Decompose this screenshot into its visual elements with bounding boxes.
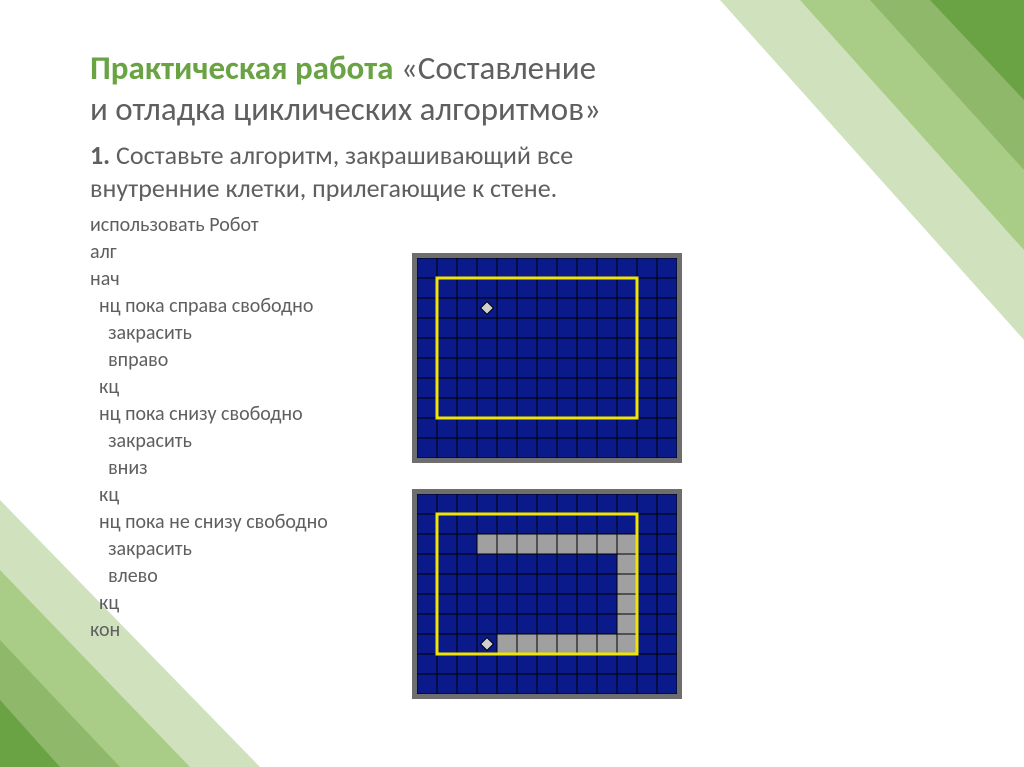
- slide-title: Практическая работа «Составление и отлад…: [90, 48, 934, 131]
- algorithm-code: использовать Робот алг нач нц пока справ…: [90, 212, 934, 644]
- task-prefix: 1.: [90, 139, 116, 171]
- title-rest2: и отладка циклических алгоритмов»: [90, 89, 601, 129]
- task-line2: внутренние клетки, прилегающие к стене.: [90, 172, 557, 204]
- title-rest1: «Составление: [401, 48, 596, 88]
- task-text: 1. Составьте алгоритм, закрашивающий все…: [90, 139, 934, 207]
- title-strong: Практическая работа: [90, 48, 401, 88]
- task-line1: Составьте алгоритм, закрашивающий все: [116, 139, 573, 171]
